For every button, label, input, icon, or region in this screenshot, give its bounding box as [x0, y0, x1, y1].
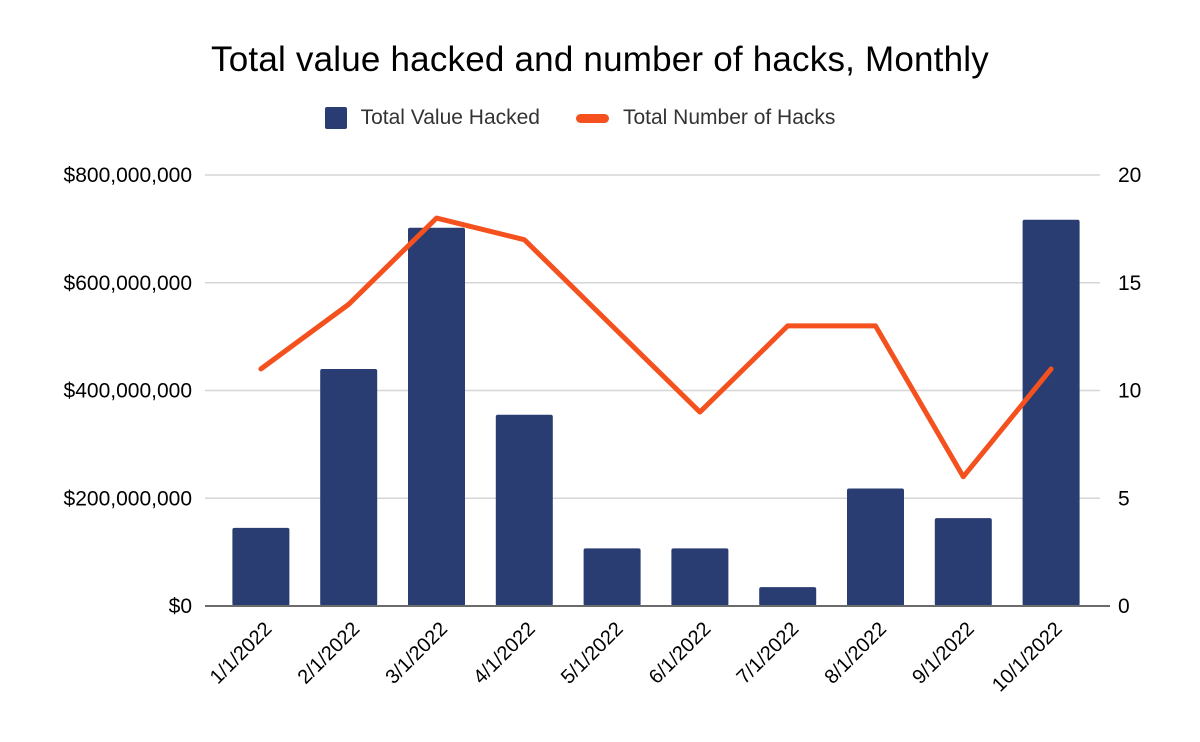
y-right-tick-label: 20	[1118, 164, 1141, 187]
bar-6/1/2022	[671, 548, 729, 606]
y-left-tick-label: $400,000,000	[64, 380, 192, 403]
legend-item-total-value-hacked: Total Value Hacked	[324, 106, 540, 130]
legend: Total Value Hacked Total Number of Hacks	[0, 106, 1160, 130]
x-tick-label: 3/1/2022	[381, 618, 452, 689]
line-series-swatch-icon	[575, 113, 609, 123]
bar-7/1/2022	[759, 587, 817, 606]
y-left-tick-label: $200,000,000	[64, 487, 192, 510]
bar-10/1/2022	[1022, 219, 1080, 606]
bar-5/1/2022	[583, 548, 641, 606]
legend-item-total-number-of-hacks: Total Number of Hacks	[575, 106, 836, 130]
bar-9/1/2022	[934, 518, 992, 606]
y-left-tick-label: $600,000,000	[64, 272, 192, 295]
hacks-line	[258, 215, 1054, 480]
y-left-tick-label: $800,000,000	[64, 164, 192, 187]
bar-3/1/2022	[408, 227, 465, 607]
x-tick-label: 7/1/2022	[733, 618, 804, 689]
bar-2/1/2022	[320, 368, 378, 606]
y-right-tick-label: 10	[1118, 380, 1141, 403]
x-tick-label: 4/1/2022	[469, 618, 540, 689]
x-tick-label: 8/1/2022	[820, 618, 891, 689]
legend-label-total-value-hacked: Total Value Hacked	[360, 106, 540, 129]
bar-4/1/2022	[495, 414, 553, 606]
x-tick-label: 1/1/2022	[206, 618, 277, 689]
x-tick-label: 5/1/2022	[557, 618, 628, 689]
y-right-tick-label: 0	[1118, 595, 1130, 618]
chart-title: Total value hacked and number of hacks, …	[211, 40, 989, 79]
x-tick-label: 9/1/2022	[908, 618, 979, 689]
y-right-tick-label: 5	[1118, 487, 1130, 510]
x-tick-label: 2/1/2022	[294, 618, 365, 689]
bar-1/1/2022	[232, 527, 290, 606]
legend-label-total-number-of-hacks: Total Number of Hacks	[622, 106, 836, 129]
x-tick-label: 6/1/2022	[645, 618, 716, 689]
x-tick-label: 10/1/2022	[988, 618, 1066, 696]
y-left-tick-label: $0	[169, 595, 192, 618]
bar-series-swatch-icon	[324, 107, 347, 129]
bar-8/1/2022	[847, 488, 904, 606]
y-right-tick-label: 15	[1118, 272, 1141, 295]
